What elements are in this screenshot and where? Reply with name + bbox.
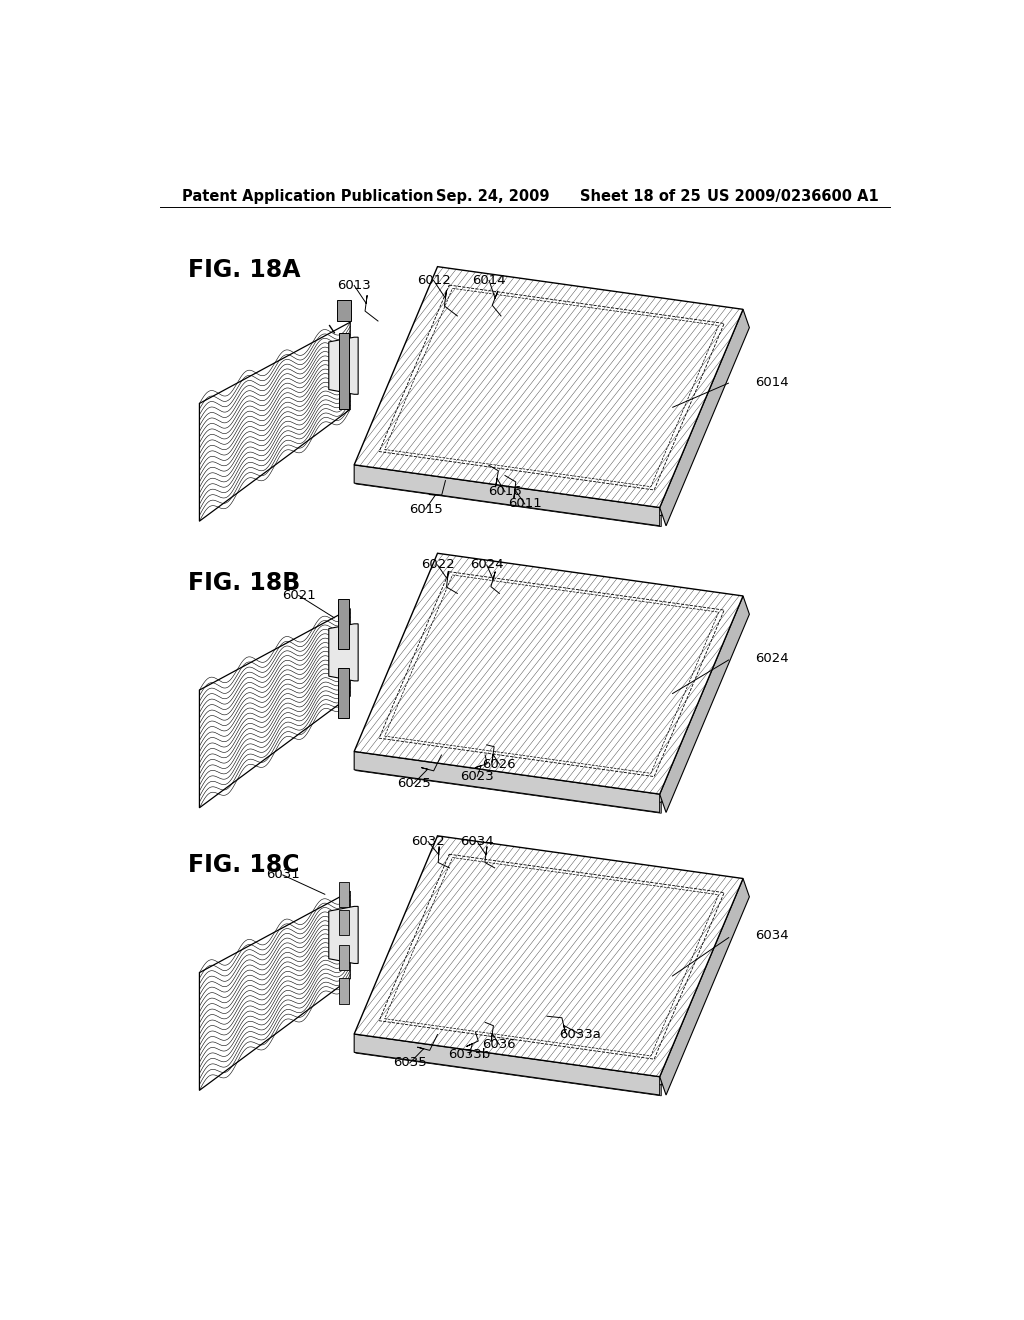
Text: 6024: 6024	[470, 558, 504, 572]
Text: 6024: 6024	[755, 652, 788, 665]
Text: Sep. 24, 2009: Sep. 24, 2009	[436, 189, 550, 203]
Text: 6022: 6022	[421, 558, 455, 572]
Polygon shape	[354, 553, 743, 795]
Polygon shape	[354, 836, 743, 1077]
Text: 6034: 6034	[755, 929, 788, 942]
Polygon shape	[329, 337, 358, 395]
Text: 6013: 6013	[337, 279, 371, 292]
Polygon shape	[659, 595, 750, 812]
Polygon shape	[339, 978, 349, 1003]
Polygon shape	[337, 300, 350, 321]
Polygon shape	[355, 759, 662, 813]
Text: 6031: 6031	[266, 869, 300, 882]
Text: 6033a: 6033a	[559, 1028, 601, 1041]
Text: 6026: 6026	[482, 758, 516, 771]
Text: 6034: 6034	[461, 836, 494, 847]
Text: FIG. 18C: FIG. 18C	[187, 853, 299, 876]
Polygon shape	[354, 267, 743, 507]
Polygon shape	[355, 561, 744, 803]
Text: 6025: 6025	[397, 777, 430, 789]
Polygon shape	[339, 882, 349, 907]
Text: 6035: 6035	[393, 1056, 427, 1069]
Text: 6012: 6012	[417, 273, 451, 286]
Polygon shape	[329, 624, 358, 681]
Text: FIG. 18A: FIG. 18A	[187, 259, 300, 282]
Text: 6021: 6021	[282, 589, 315, 602]
Polygon shape	[338, 668, 349, 718]
Polygon shape	[354, 751, 659, 812]
Polygon shape	[354, 1034, 659, 1096]
Polygon shape	[354, 465, 659, 525]
Polygon shape	[355, 473, 662, 527]
PathPatch shape	[354, 836, 743, 1077]
Polygon shape	[339, 945, 349, 970]
Text: US 2009/0236600 A1: US 2009/0236600 A1	[708, 189, 879, 203]
Polygon shape	[355, 275, 744, 516]
Text: 6011: 6011	[508, 498, 542, 511]
Polygon shape	[355, 1043, 662, 1096]
Polygon shape	[338, 598, 349, 649]
Polygon shape	[659, 309, 750, 525]
Text: 6023: 6023	[461, 770, 494, 783]
Polygon shape	[355, 843, 744, 1085]
Text: 6014: 6014	[472, 273, 506, 286]
Polygon shape	[329, 907, 358, 964]
Text: Patent Application Publication: Patent Application Publication	[182, 189, 433, 203]
Polygon shape	[659, 879, 750, 1096]
Text: 6014: 6014	[755, 375, 788, 388]
Text: FIG. 18B: FIG. 18B	[187, 572, 300, 595]
Text: 6032: 6032	[411, 836, 444, 847]
Text: 6033b: 6033b	[449, 1048, 490, 1061]
Text: 6015: 6015	[409, 503, 442, 516]
Text: 6016: 6016	[488, 486, 522, 498]
Text: Sheet 18 of 25: Sheet 18 of 25	[581, 189, 701, 203]
PathPatch shape	[354, 267, 743, 507]
Polygon shape	[339, 909, 349, 936]
PathPatch shape	[354, 553, 743, 795]
Polygon shape	[339, 333, 349, 409]
Text: 6036: 6036	[482, 1039, 516, 1051]
